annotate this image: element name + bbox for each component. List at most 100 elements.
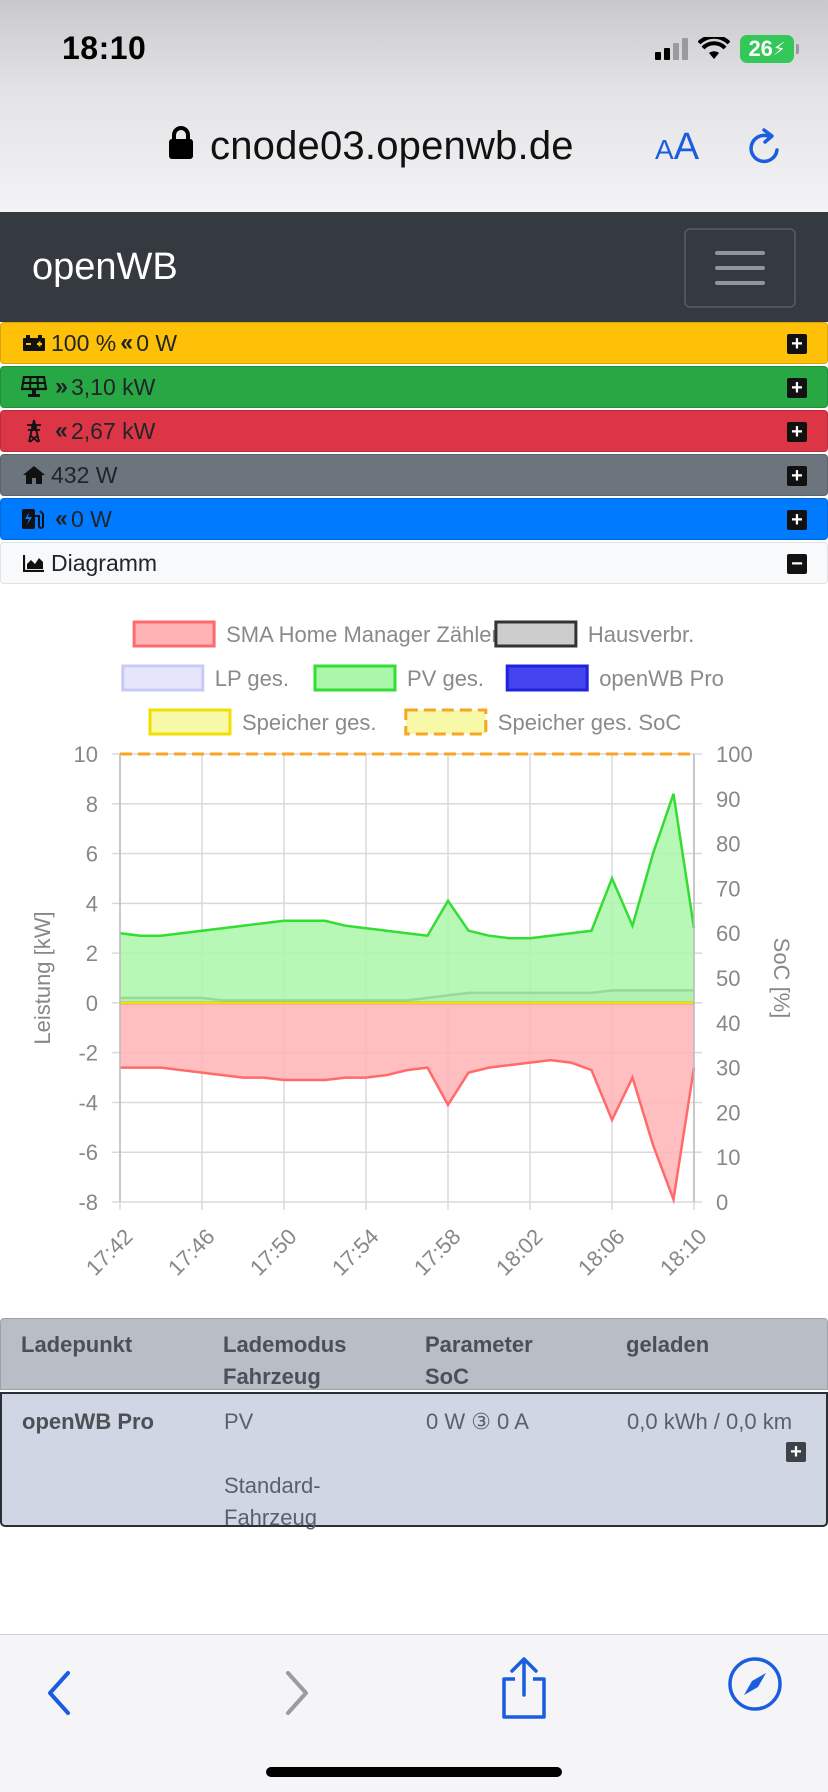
y-right-tick-label: 40: [716, 1011, 740, 1036]
header-parameter-line2: SoC: [425, 1364, 469, 1389]
y-right-tick-label: 70: [716, 876, 740, 901]
diagram-label: Diagramm: [51, 549, 158, 576]
row-charged: 0,0 kWh / 0,0 km: [627, 1409, 793, 1434]
legend-swatch: [121, 664, 205, 692]
aa-small: A: [655, 134, 674, 165]
charge-power: 0 W: [70, 505, 112, 532]
car-battery-icon: [21, 330, 47, 356]
text-size-button[interactable]: AA: [655, 126, 699, 169]
forward-arrow-icon[interactable]: [276, 1665, 316, 1721]
x-tick-label: 18:02: [491, 1224, 548, 1281]
row-params: 0 W ③ 0 A: [426, 1409, 529, 1434]
header-parameter: Parameter SoC: [425, 1329, 533, 1393]
double-right-arrow-icon: ››: [55, 373, 68, 400]
expand-plus-icon[interactable]: +: [787, 466, 807, 486]
y-tick-label: -4: [78, 1090, 98, 1115]
x-tick-label: 17:46: [163, 1224, 220, 1281]
row-vehicle-line1: Standard-: [224, 1473, 321, 1498]
row-vehicle: Standard- Fahrzeug: [224, 1470, 321, 1534]
legend-swatch: [494, 620, 578, 648]
y-right-axis-title: SoC [%]: [769, 938, 794, 1019]
y-tick-label: 4: [86, 891, 98, 916]
charge-row[interactable]: ‹‹ 0 W +: [0, 498, 828, 540]
chart-svg: SMA Home Manager Zähler Hausverbr. LP ges.…: [30, 620, 794, 1281]
series-line-sma-home-manager-zähler: [120, 1058, 696, 1205]
expand-plus-icon[interactable]: +: [787, 334, 807, 354]
x-tick-label: 18:10: [655, 1224, 712, 1281]
browser-bottom-toolbar: [0, 1634, 828, 1792]
header-lademodus: Lademodus Fahrzeug: [223, 1329, 346, 1393]
brand-title[interactable]: openWB: [32, 246, 178, 288]
x-tick-label: 18:06: [573, 1224, 630, 1281]
y-right-tick-label: 60: [716, 921, 740, 946]
header-geladen: geladen: [626, 1332, 710, 1357]
y-right-tick-label: 100: [716, 742, 753, 767]
back-arrow-icon[interactable]: [40, 1665, 80, 1721]
y-right-tick-label: 0: [716, 1190, 728, 1215]
legend-swatch: [132, 620, 216, 648]
grid-power: 2,67 kW: [70, 417, 156, 444]
expand-plus-icon[interactable]: +: [787, 510, 807, 530]
x-tick-label: 17:54: [327, 1224, 384, 1281]
charging-station-icon: [21, 506, 47, 532]
menu-toggle-button[interactable]: [684, 228, 796, 308]
header-lademodus-line1: Lademodus: [223, 1332, 347, 1357]
address-bar[interactable]: cnode03.openwb.de AA: [0, 118, 828, 178]
compass-icon[interactable]: [726, 1655, 784, 1713]
y-right-tick-label: 80: [716, 832, 740, 857]
cellular-signal-icon: [655, 38, 688, 60]
y-tick-label: 6: [86, 842, 98, 867]
battery-icon: 26 ⚡: [740, 35, 799, 63]
table-row[interactable]: openWB Pro PV Standard- Fahrzeug 0 W ③ 0…: [0, 1392, 828, 1530]
pv-row[interactable]: ›› 3,10 kW +: [0, 366, 828, 408]
y-tick-label: 0: [86, 991, 98, 1016]
row-mode: PV: [224, 1409, 254, 1434]
legend-swatch: [505, 664, 589, 692]
status-time: 18:10: [62, 30, 147, 66]
series-line-pv-ges.: [119, 793, 696, 940]
battery-level: 26: [748, 36, 773, 61]
chargepoint-table: Ladepunkt Lademodus Fahrzeug Parameter S…: [0, 1318, 828, 1530]
legend-swatch: [148, 708, 232, 736]
navbar: openWB: [0, 212, 828, 322]
aa-big: A: [673, 126, 700, 168]
double-left-arrow-icon: ‹‹: [55, 417, 68, 444]
url-text[interactable]: cnode03.openwb.de: [210, 124, 574, 168]
y-right-tick-label: 30: [716, 1056, 740, 1081]
legend-label: SMA Home Manager Zähler: [226, 622, 499, 647]
home-indicator: [266, 1767, 562, 1777]
expand-plus-icon[interactable]: +: [786, 1442, 806, 1462]
y-tick-label: -2: [78, 1041, 98, 1066]
grid-row[interactable]: ‹‹ 2,67 kW +: [0, 410, 828, 452]
legend-swatch: [404, 708, 488, 736]
diagram-row[interactable]: Diagramm −: [0, 542, 828, 584]
y-right-tick-label: 20: [716, 1100, 740, 1125]
expand-plus-icon[interactable]: +: [787, 378, 807, 398]
power-chart: SMA Home Manager Zähler Hausverbr. LP ges.…: [0, 588, 828, 1300]
lock-icon: [169, 126, 193, 159]
expand-plus-icon[interactable]: +: [787, 422, 807, 442]
battery-power: 0 W: [136, 329, 178, 356]
x-tick-label: 17:42: [81, 1224, 138, 1281]
browser-top-bar: 18:10 26 ⚡ cnode03.openwb.de AA: [0, 0, 828, 212]
battery-row[interactable]: 100 % ‹‹ 0 W +: [0, 322, 828, 364]
double-left-arrow-icon: ‹‹: [120, 329, 133, 356]
pv-power: 3,10 kW: [70, 373, 156, 400]
y-tick-label: -6: [78, 1140, 98, 1165]
table-header: Ladepunkt Lademodus Fahrzeug Parameter S…: [0, 1318, 828, 1390]
share-icon[interactable]: [498, 1655, 550, 1721]
collapse-minus-icon[interactable]: −: [787, 554, 807, 574]
reload-icon[interactable]: [744, 128, 784, 168]
row-chargepoint-name: openWB Pro: [22, 1409, 154, 1434]
legend-label: Hausverbr.: [588, 622, 694, 647]
house-row[interactable]: 432 W +: [0, 454, 828, 496]
legend-label: Speicher ges. SoC: [498, 710, 682, 735]
status-rows: 100 % ‹‹ 0 W + ›› 3,10 kW + ‹‹ 2,67 kW +…: [0, 322, 828, 586]
house-power: 432 W: [51, 461, 118, 488]
x-tick-label: 17:58: [409, 1224, 466, 1281]
header-lademodus-line2: Fahrzeug: [223, 1364, 321, 1389]
legend-label: openWB Pro: [599, 666, 724, 691]
x-tick-label: 17:50: [245, 1224, 302, 1281]
y-tick-label: 8: [86, 792, 98, 817]
y-right-tick-label: 90: [716, 787, 740, 812]
